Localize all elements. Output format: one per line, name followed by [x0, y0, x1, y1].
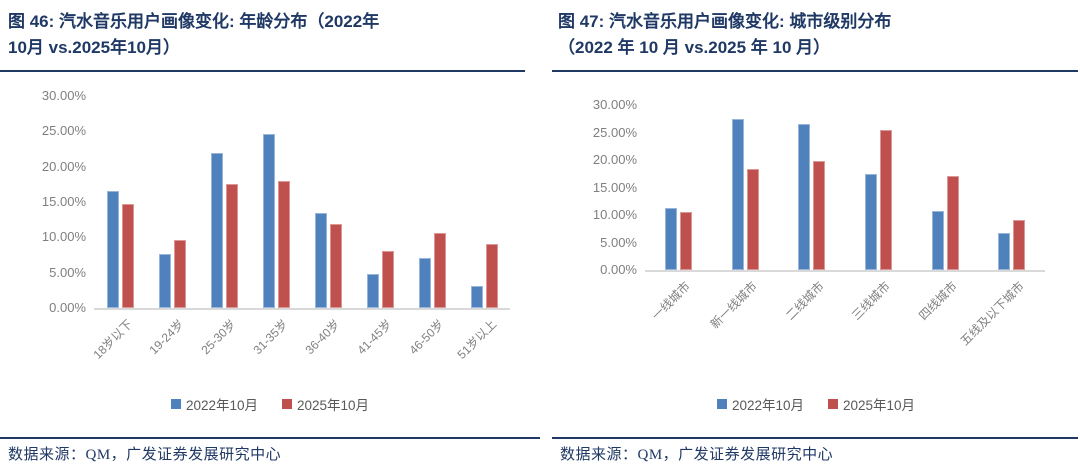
y-axis-tick-label: 10.00%	[41, 229, 86, 245]
source-divider-line	[552, 437, 1078, 439]
x-axis-category-label: 51岁以上	[454, 317, 499, 362]
bar-2022年10月	[263, 134, 275, 308]
x-axis-category-label: 46-50岁	[406, 317, 447, 358]
x-axis-category-label: 二线城市	[782, 279, 827, 323]
figure-46-age-distribution: 图 46: 汽水音乐用户画像变化: 年龄分布（2022年 10月 vs.2025…	[0, 9, 540, 463]
figure-47-city-tier-distribution: 图 47: 汽水音乐用户画像变化: 城市级别分布 （2022 年 10 月 vs…	[552, 0, 1080, 473]
bar-2025年10月	[278, 181, 290, 308]
bar-2022年10月	[932, 211, 944, 270]
bar-2025年10月	[122, 204, 134, 308]
figure-title-line-2: 10月 vs.2025年10月）	[8, 38, 180, 57]
bar-2025年10月	[486, 244, 498, 308]
y-axis-tick-label: 25.00%	[41, 123, 86, 139]
legend-item-2022: 2022年10月	[170, 394, 258, 414]
figure-title: 图 47: 汽水音乐用户画像变化: 城市级别分布 （2022 年 10 月 vs…	[558, 9, 1066, 61]
source-divider-line	[0, 437, 540, 439]
x-axis-category-label: 一线城市	[649, 279, 694, 323]
y-axis-tick-label: 0.00%	[600, 262, 637, 277]
chart-legend: 2022年10月 2025年10月	[552, 394, 1080, 414]
bar-2025年10月	[382, 251, 394, 308]
x-axis-category-label: 五线及以下城市	[957, 279, 1027, 349]
y-axis-tick-label: 5.00%	[600, 234, 637, 250]
figure-title: 图 46: 汽水音乐用户画像变化: 年龄分布（2022年 10月 vs.2025…	[8, 9, 526, 61]
y-axis-tick-label: 20.00%	[41, 158, 86, 174]
legend-item-2022: 2022年10月	[716, 394, 804, 414]
legend-marker-2022	[170, 399, 181, 409]
y-axis-tick-label: 5.00%	[49, 264, 86, 280]
bar-2022年10月	[865, 174, 877, 270]
bar-2022年10月	[732, 119, 744, 270]
bar-2022年10月	[367, 274, 379, 308]
y-axis-tick-label: 15.00%	[41, 194, 86, 209]
legend-label-2022: 2022年10月	[185, 398, 258, 413]
legend-label-2025: 2025年10月	[843, 398, 916, 413]
data-source-note: 数据来源：QM，广发证券发展研究中心	[560, 447, 834, 463]
bar-2022年10月	[211, 153, 223, 308]
x-axis-line	[645, 270, 1045, 272]
y-axis-tick-label: 0.00%	[49, 300, 86, 315]
bar-2022年10月	[998, 233, 1010, 270]
x-axis-category-label: 三线城市	[849, 279, 894, 323]
legend-item-2025: 2025年10月	[828, 394, 915, 414]
x-axis-line	[94, 308, 510, 310]
x-axis-category-label: 新一线城市	[707, 279, 760, 332]
x-axis-category-label: 19-24岁	[146, 317, 187, 358]
title-divider-line	[0, 70, 525, 72]
bar-2022年10月	[665, 208, 677, 270]
bar-2025年10月	[1013, 220, 1025, 270]
bar-2022年10月	[107, 191, 119, 308]
x-axis-category-label: 18岁以下	[90, 317, 135, 362]
figure-title-line-1: 图 47: 汽水音乐用户画像变化: 城市级别分布	[558, 12, 892, 31]
data-source-note: 数据来源：QM，广发证券发展研究中心	[8, 447, 282, 463]
bar-2025年10月	[947, 176, 959, 270]
legend-marker-2022	[716, 399, 727, 409]
y-axis-tick-label: 20.00%	[592, 152, 637, 167]
y-axis-tick-label: 30.00%	[592, 97, 637, 112]
legend-marker-2025	[282, 399, 292, 409]
x-axis-category-label: 36-40岁	[302, 317, 343, 358]
x-axis-category-label: 四线城市	[916, 279, 960, 323]
bar-2025年10月	[226, 184, 238, 308]
legend-label-2022: 2022年10月	[731, 398, 804, 413]
y-axis-tick-label: 25.00%	[592, 124, 637, 140]
y-axis-tick-label: 10.00%	[592, 207, 637, 222]
y-axis-tick-label: 30.00%	[41, 88, 86, 103]
bar-2022年10月	[798, 124, 810, 270]
bar-2025年10月	[813, 161, 825, 270]
legend-marker-2025	[828, 399, 838, 409]
bar-2025年10月	[174, 240, 186, 308]
bar-2025年10月	[747, 169, 759, 270]
x-axis-category-label: 25-30岁	[198, 317, 239, 358]
x-axis-category-label: 31-35岁	[250, 317, 291, 358]
legend-item-2025: 2025年10月	[282, 394, 369, 414]
title-divider-line	[552, 70, 1078, 72]
bar-2025年10月	[330, 224, 342, 308]
legend-label-2025: 2025年10月	[297, 398, 370, 413]
bar-2022年10月	[315, 213, 327, 308]
bar-2022年10月	[419, 258, 431, 308]
figure-title-line-2: （2022 年 10 月 vs.2025 年 10 月）	[558, 38, 831, 57]
bar-2025年10月	[880, 130, 892, 270]
bar-2022年10月	[159, 254, 171, 308]
y-axis-tick-label: 15.00%	[592, 179, 637, 195]
x-axis-category-label: 41-45岁	[354, 317, 395, 358]
bar-2025年10月	[434, 233, 446, 308]
bar-2022年10月	[471, 286, 483, 308]
figure-title-line-1: 图 46: 汽水音乐用户画像变化: 年龄分布（2022年	[8, 12, 380, 31]
bar-2025年10月	[680, 212, 692, 270]
chart-legend: 2022年10月 2025年10月	[0, 394, 540, 414]
